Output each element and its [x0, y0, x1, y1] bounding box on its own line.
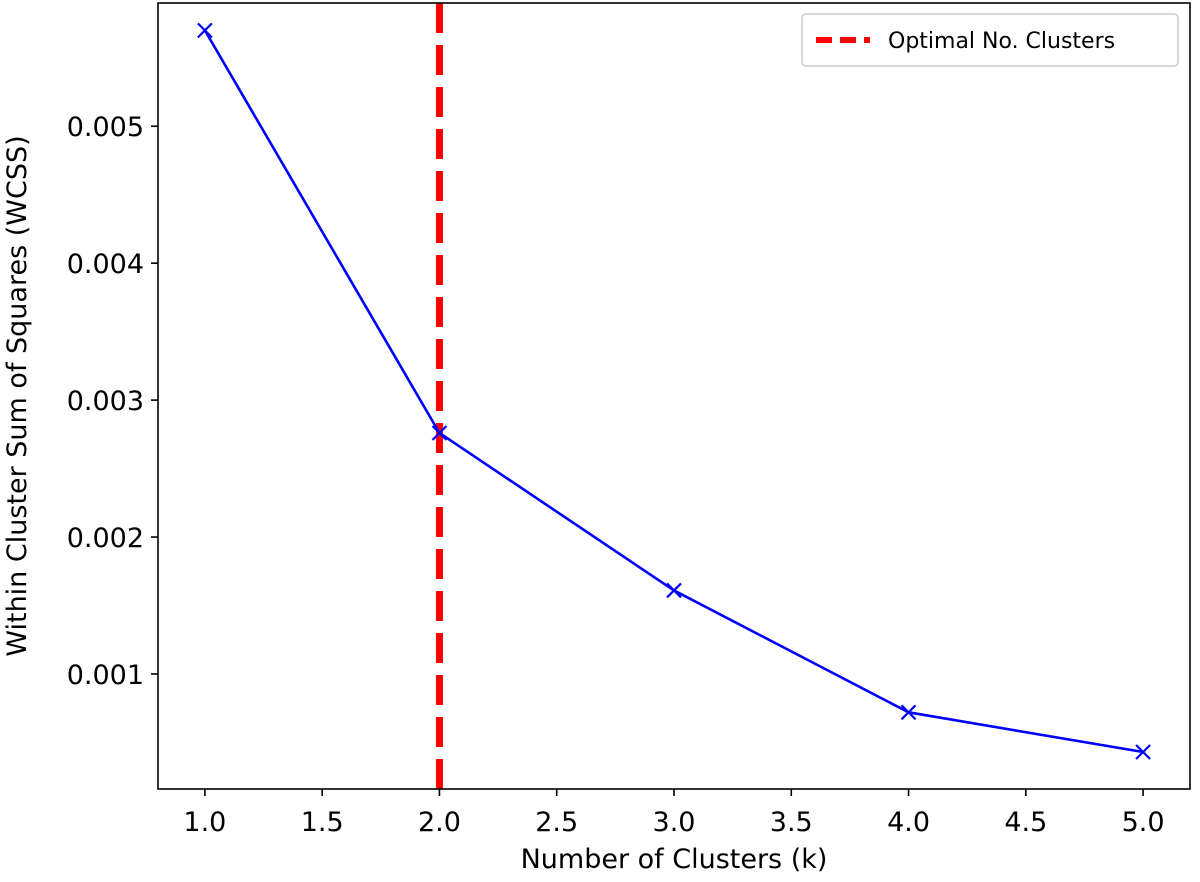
x-axis-ticks: 1.0 1.5 2.0 2.5 3.0 3.5 4.0 4.5 5.0: [183, 789, 1165, 838]
x-tick-label: 2.0: [418, 807, 461, 838]
x-tick-label: 2.5: [535, 807, 578, 838]
y-tick-label: 0.003: [67, 386, 144, 417]
x-tick-label: 3.0: [653, 807, 696, 838]
legend-box: [801, 13, 1179, 67]
x-tick-label: 1.5: [301, 807, 344, 838]
legend: Optimal No. Clusters: [801, 13, 1179, 67]
x-axis-label: Number of Clusters (k): [521, 844, 828, 875]
data-point-marker: [666, 582, 682, 599]
data-point-marker: [197, 22, 213, 39]
x-tick-label: 1.0: [183, 807, 226, 838]
x-tick-label: 4.5: [1004, 807, 1047, 838]
x-tick-label: 4.0: [887, 807, 930, 838]
marker-stroke: [900, 704, 917, 721]
marker-stroke: [197, 22, 213, 39]
marker-stroke: [431, 425, 448, 441]
legend-label-optimal: Optimal No. Clusters: [888, 29, 1115, 54]
plot-background: [158, 3, 1190, 789]
y-tick-label: 0.001: [67, 660, 144, 691]
data-point-marker: [431, 425, 448, 441]
y-axis-label: Within Cluster Sum of Squares (WCSS): [2, 135, 33, 656]
series-layer: [197, 22, 1151, 760]
data-point-marker: [900, 704, 917, 721]
x-tick-label: 3.5: [770, 807, 813, 838]
y-tick-label: 0.004: [67, 249, 144, 280]
plot-frame: [157, 2, 1191, 790]
x-tick-label: 5.0: [1122, 807, 1165, 838]
marker-stroke: [666, 582, 682, 599]
marker-stroke: [1135, 744, 1151, 760]
y-axis-ticks: 0.001 0.002 0.003 0.004 0.005: [67, 112, 158, 691]
y-tick-label: 0.002: [67, 523, 144, 554]
data-point-marker: [1135, 744, 1151, 760]
y-tick-label: 0.005: [67, 112, 144, 143]
